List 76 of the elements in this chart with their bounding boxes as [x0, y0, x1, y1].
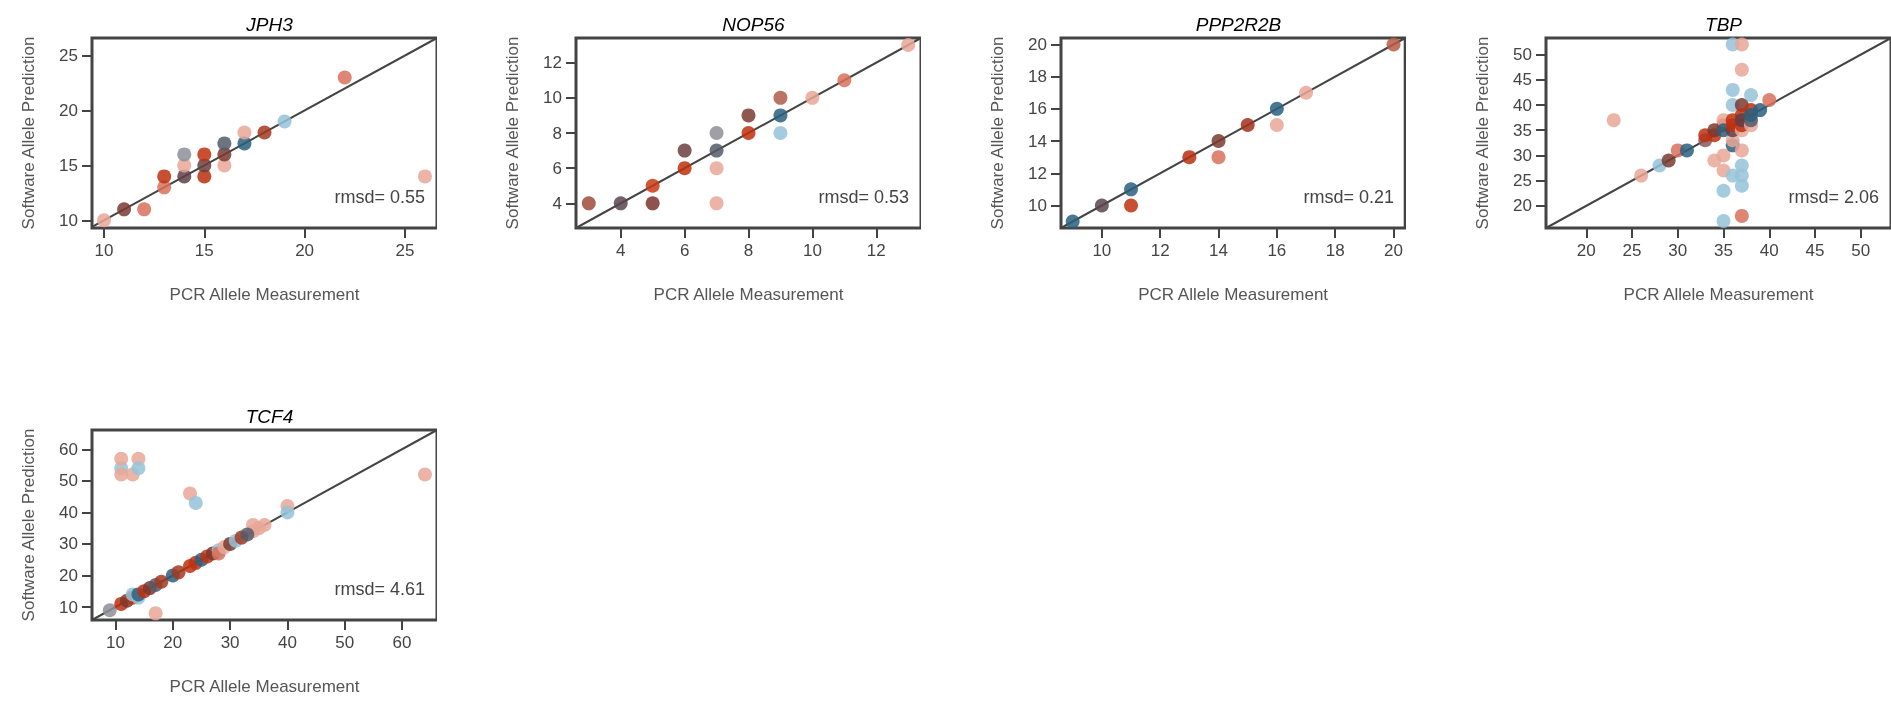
- y-tick-label: 45: [1513, 70, 1532, 90]
- annotation: rmsd= 2.06: [1788, 187, 1879, 207]
- y-tick-label: 25: [1513, 171, 1532, 191]
- x-tick-label: 18: [1325, 241, 1345, 260]
- y-tick-label: 16: [1028, 99, 1047, 119]
- x-axis-title: PCR Allele Measurement: [1623, 285, 1814, 304]
- y-tick-label: 14: [1028, 131, 1047, 151]
- y-axis-title: Software Allele Prediction: [19, 36, 38, 230]
- x-tick-label: 14: [1209, 241, 1228, 260]
- x-tick-label: 20: [295, 241, 315, 260]
- y-tick-label: 4: [552, 193, 562, 213]
- x-axis-title: PCR Allele Measurement: [653, 285, 844, 304]
- x-tick-label: 25: [1622, 241, 1642, 260]
- x-tick-label: 30: [1668, 241, 1688, 260]
- chart-title: PPP2R2B: [1195, 14, 1282, 35]
- y-tick-label: 35: [1513, 120, 1532, 140]
- x-tick-label: 4: [615, 241, 626, 260]
- y-tick-label: 10: [543, 88, 562, 108]
- x-tick-label: 60: [392, 633, 412, 652]
- annotation: rmsd= 0.21: [1303, 187, 1394, 207]
- x-tick-label: 20: [1576, 241, 1596, 260]
- y-tick-label: 40: [1513, 95, 1532, 115]
- x-tick-label: 45: [1805, 241, 1825, 260]
- x-tick-label: 50: [335, 633, 355, 652]
- y-tick-label: 10: [59, 210, 78, 230]
- y-tick-label: 20: [1513, 196, 1532, 216]
- y-tick-label: 18: [1028, 67, 1047, 87]
- x-tick-label: 10: [802, 241, 822, 260]
- y-tick-label: 6: [552, 158, 562, 178]
- y-tick-label: 30: [1513, 145, 1532, 165]
- x-tick-label: 50: [1851, 241, 1871, 260]
- x-tick-label: 15: [194, 241, 214, 260]
- y-tick-label: 20: [1028, 34, 1047, 54]
- x-tick-label: 12: [866, 241, 886, 260]
- y-axis-title: Software Allele Prediction: [19, 428, 38, 622]
- y-tick-label: 20: [59, 100, 78, 120]
- y-tick-label: 50: [1513, 45, 1532, 65]
- x-tick-label: 30: [220, 633, 240, 652]
- y-tick-label: 40: [59, 502, 78, 522]
- annotation: rmsd= 0.55: [334, 187, 425, 207]
- x-tick-label: 16: [1267, 241, 1287, 260]
- y-axis-title: Software Allele Prediction: [503, 36, 522, 230]
- y-tick-label: 25: [59, 46, 78, 66]
- y-tick-label: 10: [1028, 195, 1047, 215]
- y-tick-label: 30: [59, 534, 78, 554]
- x-tick-label: 35: [1714, 241, 1733, 260]
- x-tick-label: 40: [277, 633, 297, 652]
- chart-title: NOP56: [722, 14, 786, 35]
- x-tick-label: 20: [1384, 241, 1404, 260]
- y-tick-label: 60: [59, 439, 78, 459]
- x-tick-label: 25: [395, 241, 415, 260]
- annotation: rmsd= 4.61: [334, 579, 425, 599]
- y-axis-title: Software Allele Prediction: [988, 36, 1007, 230]
- x-tick-label: 40: [1759, 241, 1779, 260]
- x-axis-title: PCR Allele Measurement: [169, 285, 360, 304]
- y-tick-label: 20: [59, 566, 78, 585]
- x-tick-label: 20: [163, 633, 183, 652]
- y-tick-label: 8: [552, 123, 562, 143]
- y-axis-title: Software Allele Prediction: [1473, 36, 1492, 230]
- x-tick-label: 6: [679, 241, 690, 260]
- y-tick-label: 12: [1028, 163, 1047, 183]
- x-tick-label: 10: [1092, 241, 1112, 260]
- x-axis-title: PCR Allele Measurement: [169, 677, 360, 696]
- chart-title: TCF4: [245, 406, 294, 427]
- y-tick-label: 10: [59, 597, 78, 617]
- y-tick-label: 15: [59, 155, 78, 175]
- x-tick-label: 8: [743, 241, 754, 260]
- annotation: rmsd= 0.53: [818, 187, 909, 207]
- x-tick-label: 10: [94, 241, 114, 260]
- chart-title: TBP: [1705, 14, 1743, 35]
- chart-title: JPH3: [245, 14, 294, 35]
- x-tick-label: 12: [1150, 241, 1170, 260]
- y-tick-label: 50: [59, 471, 78, 491]
- x-axis-title: PCR Allele Measurement: [1138, 285, 1329, 304]
- y-tick-label: 12: [543, 53, 562, 73]
- x-tick-label: 10: [106, 633, 125, 652]
